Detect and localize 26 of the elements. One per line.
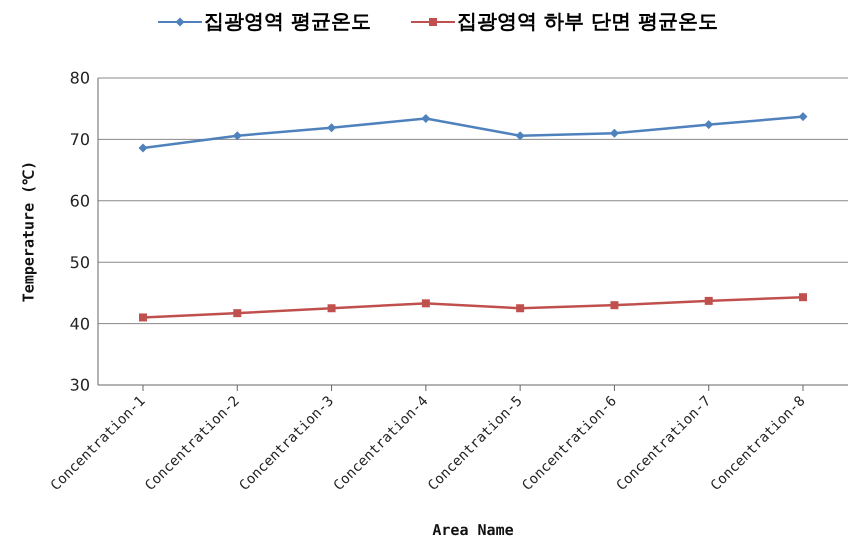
point xyxy=(516,304,524,312)
y-tick-label: 80 xyxy=(70,68,90,88)
x-axis-title: Area Name xyxy=(432,521,514,539)
point xyxy=(422,299,430,308)
point xyxy=(421,114,430,124)
point xyxy=(704,296,713,305)
point xyxy=(232,131,242,140)
y-tick-label: 40 xyxy=(70,314,90,334)
legend-label: 집광영역 하부 단면 평균온도 xyxy=(456,8,718,35)
y-tick-label: 70 xyxy=(70,130,90,150)
point xyxy=(798,112,808,122)
y-tick-label: 50 xyxy=(70,252,90,272)
point xyxy=(139,313,147,322)
point xyxy=(328,304,336,312)
y-tick-label: 60 xyxy=(70,191,90,210)
point xyxy=(610,128,619,138)
point xyxy=(704,120,714,130)
point xyxy=(233,309,242,318)
legend-label: 집광영역 평균온도 xyxy=(203,8,372,35)
point xyxy=(516,131,525,140)
point xyxy=(327,123,336,132)
y-tick-label: 30 xyxy=(70,376,90,395)
point xyxy=(799,293,807,302)
y-axis-title: Temperature (℃) xyxy=(19,160,38,302)
point xyxy=(610,301,618,310)
point xyxy=(138,143,148,152)
